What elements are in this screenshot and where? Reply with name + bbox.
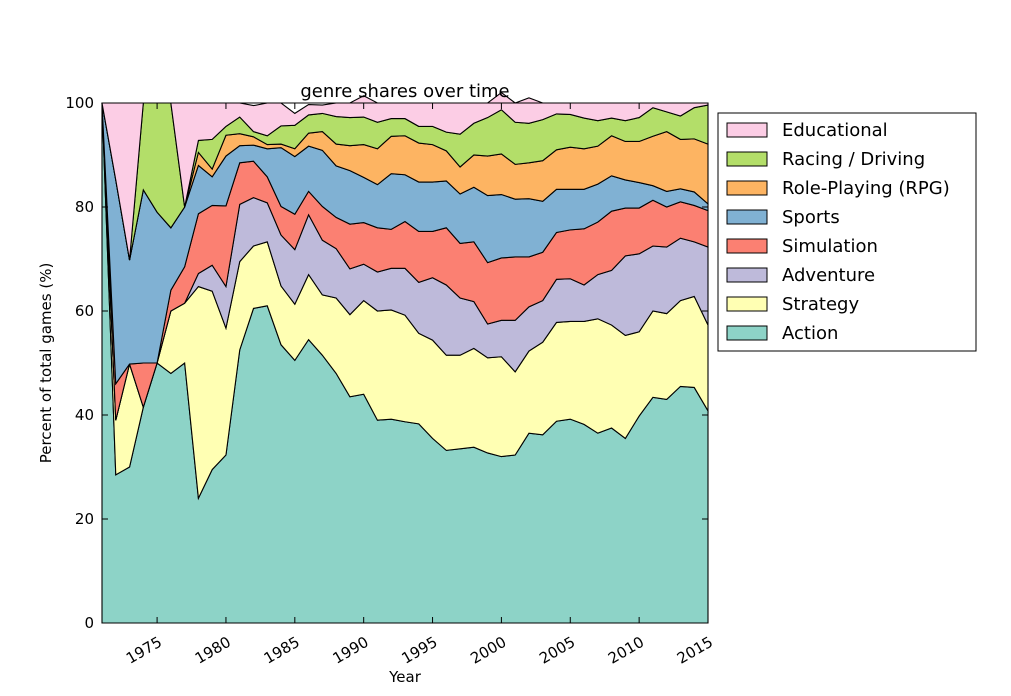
x-tick-label: 1980	[192, 633, 234, 668]
y-tick-label: 20	[75, 510, 94, 528]
x-axis-label: Year	[388, 668, 422, 686]
y-tick-label: 100	[65, 94, 94, 112]
legend-label-role-playing-rpg: Role-Playing (RPG)	[782, 178, 950, 199]
legend-label-simulation: Simulation	[782, 236, 878, 257]
chart-title: genre shares over time	[300, 81, 509, 102]
legend-swatch-sports	[726, 209, 768, 225]
legend-label-sports: Sports	[782, 207, 840, 228]
legend-swatch-strategy	[726, 296, 768, 312]
legend-label-adventure: Adventure	[782, 265, 875, 286]
legend-swatch-educational	[726, 122, 768, 138]
y-axis-label: Percent of total games (%)	[37, 263, 55, 464]
x-tick-label: 2000	[467, 633, 509, 668]
x-tick-label: 1990	[330, 633, 372, 668]
x-tick-label: 1975	[123, 633, 165, 668]
legend-swatch-racing-driving	[726, 151, 768, 167]
legend-label-educational: Educational	[782, 120, 888, 141]
legend-swatch-simulation	[726, 238, 768, 254]
legend-swatch-adventure	[726, 267, 768, 283]
y-tick-label: 60	[75, 302, 94, 320]
legend-label-racing-driving: Racing / Driving	[782, 149, 925, 170]
x-tick-label: 2005	[536, 633, 578, 668]
legend: Educational Racing / Driving Role-Playing …	[717, 112, 977, 352]
y-tick-label: 80	[75, 198, 94, 216]
x-tick-label: 2015	[674, 633, 716, 668]
legend-label-action: Action	[782, 323, 838, 344]
areas-layer	[101, 91, 709, 624]
x-tick-label: 1995	[398, 633, 440, 668]
y-tick-label: 0	[84, 614, 94, 632]
legend-swatch-action	[726, 325, 768, 341]
x-tick-label: 1985	[261, 633, 303, 668]
y-tick-label: 40	[75, 406, 94, 424]
x-tick-label: 2010	[605, 633, 647, 668]
plot-frame	[101, 102, 709, 624]
legend-swatch-role-playing-rpg	[726, 180, 768, 196]
legend-label-strategy: Strategy	[782, 294, 859, 315]
